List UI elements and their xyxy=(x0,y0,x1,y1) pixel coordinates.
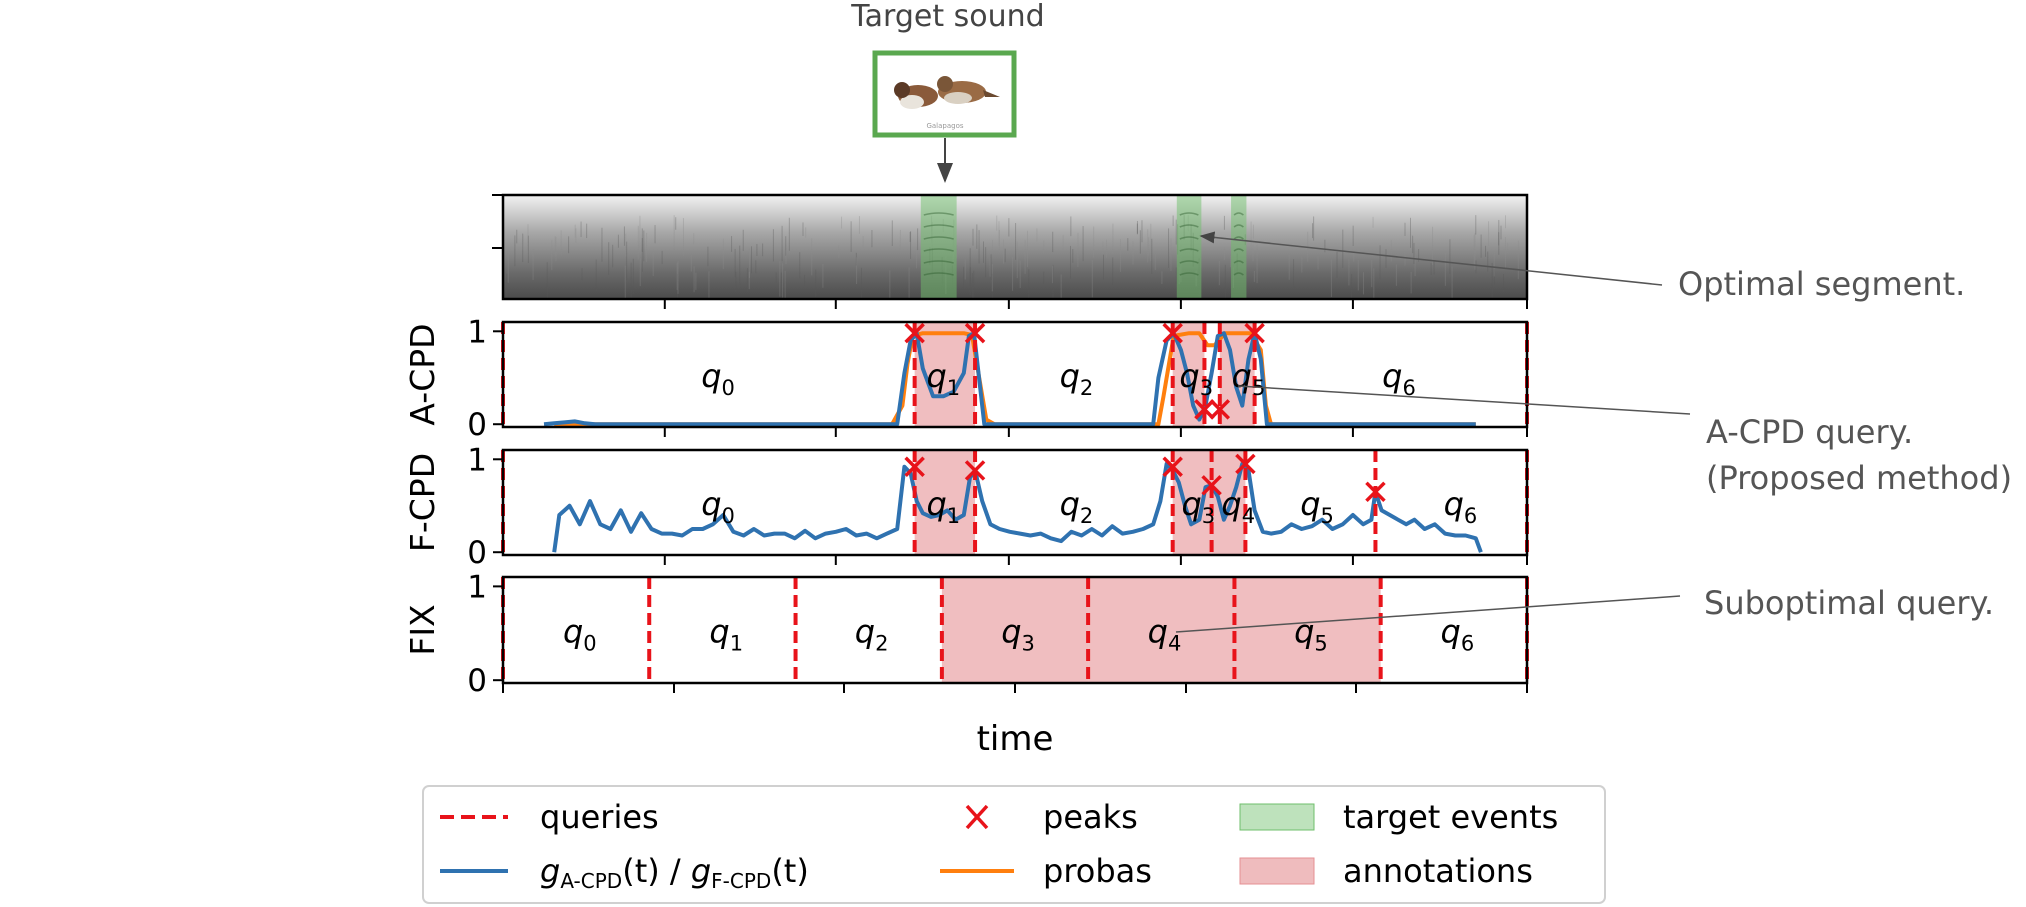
peak-marker xyxy=(1235,453,1256,475)
g-curve-line xyxy=(552,461,1483,553)
optimal-callout-text: Optimal segment. xyxy=(1678,265,1965,303)
y-tick-label: 0 xyxy=(467,663,487,699)
y-tick-label: 1 xyxy=(467,442,487,478)
peak-marker xyxy=(964,460,986,481)
legend-queries-label: queries xyxy=(540,798,659,836)
g-curve-line xyxy=(543,331,1476,427)
segment-label: q1 xyxy=(926,357,960,400)
y-tick-label: 0 xyxy=(467,535,487,571)
target-event-bands xyxy=(920,195,1247,299)
target-sound-thumbnail: Galapagos xyxy=(872,50,1017,138)
segment-label: q2 xyxy=(1060,357,1094,400)
peak-marker xyxy=(1201,475,1222,496)
target-event-band xyxy=(920,195,957,299)
target-event-band xyxy=(1176,195,1202,299)
segment-label: q4 xyxy=(1148,613,1182,656)
y-tick-label: 0 xyxy=(467,407,487,443)
annotation-span xyxy=(1172,450,1212,555)
segment-label: q4 xyxy=(1221,485,1255,528)
legend-peak-marker xyxy=(965,804,989,830)
legend: queries gA-CPD(t) / gF-CPD(t) peaks prob… xyxy=(422,785,1606,904)
peak-marker xyxy=(1162,456,1183,477)
y-tick-label: 1 xyxy=(467,569,487,605)
segment-label: q0 xyxy=(701,357,735,400)
probas-line xyxy=(554,331,1476,427)
annotation-span xyxy=(1234,577,1381,683)
spectrogram-panel xyxy=(492,193,1529,309)
annotation-span xyxy=(941,577,1089,683)
thumbnail-caption: Galapagos xyxy=(926,122,963,130)
segment-label: q1 xyxy=(709,613,743,656)
target-sound-label: Target sound xyxy=(850,0,1044,34)
y-tick-label: 1 xyxy=(467,314,487,350)
panel-frame xyxy=(501,320,1529,429)
segment-label: q5 xyxy=(1300,485,1334,528)
legend-annotation-swatch xyxy=(1239,857,1315,885)
acpd-callout-text-2: (Proposed method) xyxy=(1706,459,2012,497)
panel-frame xyxy=(501,448,1529,557)
legend-probas-label: probas xyxy=(1043,852,1152,890)
segment-label: q3 xyxy=(1181,485,1215,528)
peak-marker xyxy=(904,322,925,344)
acpd-callout-line xyxy=(1237,385,1691,415)
segment-label: q5 xyxy=(1232,357,1266,400)
spectrogram-xticks xyxy=(663,299,1528,309)
optimal-callout-line xyxy=(1199,231,1663,286)
y-axis-label: A-CPD xyxy=(403,323,442,425)
peak-marker xyxy=(1194,399,1215,420)
segment-label: q2 xyxy=(855,613,889,656)
target-event-band xyxy=(1231,195,1247,299)
segment-label: q3 xyxy=(1179,357,1213,400)
segment-label: q0 xyxy=(563,613,597,656)
legend-target-swatch xyxy=(1239,803,1315,831)
legend-peaks-label: peaks xyxy=(1043,798,1138,836)
spectrogram-image xyxy=(503,195,1527,299)
suboptimal-callout-text: Suboptimal query. xyxy=(1704,584,1994,622)
segment-label: q1 xyxy=(926,485,960,528)
x-axis-label: time xyxy=(977,719,1054,759)
y-axis-label: F-CPD xyxy=(403,453,442,552)
bird-illustration xyxy=(894,76,1000,109)
segment-label: q6 xyxy=(1441,613,1475,656)
suboptimal-callout-line xyxy=(1175,595,1681,633)
y-axis-label: FIX xyxy=(403,604,442,655)
spectrogram-texture xyxy=(502,215,1519,299)
peak-marker xyxy=(1244,322,1265,344)
segment-label: q0 xyxy=(701,485,735,528)
legend-annotations-label: annotations xyxy=(1343,852,1533,890)
segment-label: q6 xyxy=(1444,485,1478,528)
peak-marker xyxy=(1162,322,1183,344)
peak-marker xyxy=(1209,399,1231,420)
peak-marker xyxy=(1365,481,1386,503)
fcpd-panel: q0 q1 q2 q3 q4 q5 q6 0 1 F-CPD xyxy=(403,442,1529,571)
peak-marker xyxy=(904,456,925,477)
legend-target-label: target events xyxy=(1343,798,1558,836)
acpd-callout-text-1: A-CPD query. xyxy=(1706,413,1913,451)
segment-label: q6 xyxy=(1382,357,1416,400)
segment-label: q3 xyxy=(1001,613,1035,656)
peak-marker xyxy=(964,322,986,344)
segment-label: q2 xyxy=(1060,485,1094,528)
legend-g-label: gA-CPD(t) / gF-CPD(t) xyxy=(540,852,809,893)
acpd-panel: q0 q1 q2 q3 q5 q6 0 1 A-CPD xyxy=(403,314,1529,443)
